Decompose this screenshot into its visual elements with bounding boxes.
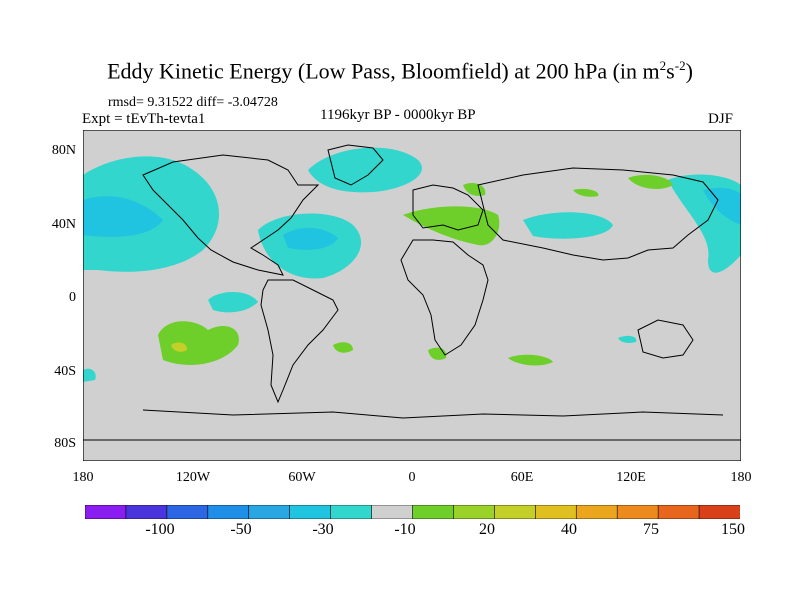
lon-label-60w: 60W bbox=[288, 470, 316, 485]
lon-label-0: 0 bbox=[408, 470, 416, 485]
colorbar-segment bbox=[698, 505, 740, 519]
colorbar-segment bbox=[616, 505, 659, 519]
stats-label: rmsd= 9.31522 diff= -3.04728 bbox=[108, 95, 278, 110]
lat-label-80s: 80S bbox=[54, 436, 76, 451]
plot-title: Eddy Kinetic Energy (Low Pass, Bloomfiel… bbox=[107, 58, 693, 84]
colorbar-segment bbox=[535, 505, 578, 519]
colorbar-segment bbox=[289, 505, 332, 519]
colorbar-segment bbox=[453, 505, 496, 519]
colorbar-segment bbox=[371, 505, 414, 519]
colorbar-label: 150 bbox=[721, 521, 745, 538]
colorbar-segment bbox=[657, 505, 700, 519]
lon-label-60e: 60E bbox=[510, 470, 534, 485]
experiment-label: Expt = tEvTh-tevta1 bbox=[82, 111, 206, 127]
colorbar-label: 75 bbox=[643, 521, 659, 538]
colorbar-segment bbox=[412, 505, 455, 519]
lat-label-40s: 40S bbox=[54, 364, 76, 379]
coastlines bbox=[83, 144, 741, 441]
season-label: DJF bbox=[708, 111, 734, 127]
lon-label-180e: 180 bbox=[730, 470, 752, 485]
colorbar-label: -30 bbox=[312, 521, 334, 538]
anomaly-field bbox=[83, 147, 741, 382]
colorbar-segment bbox=[207, 505, 250, 519]
colorbar-label: -100 bbox=[145, 521, 175, 538]
colorbar-segment bbox=[575, 505, 618, 519]
lon-label-120w: 120W bbox=[175, 470, 211, 485]
colorbar bbox=[85, 505, 740, 519]
lon-label-120e: 120E bbox=[616, 470, 646, 485]
colorbar-label: -10 bbox=[394, 521, 416, 538]
colorbar-segment bbox=[494, 505, 537, 519]
colorbar-segment bbox=[166, 505, 209, 519]
lat-label-0: 0 bbox=[69, 290, 76, 305]
map-plot bbox=[83, 130, 741, 461]
colorbar-segment bbox=[248, 505, 291, 519]
colorbar-label: 40 bbox=[561, 521, 577, 538]
colorbar-segment bbox=[330, 505, 373, 519]
colorbar-label: 20 bbox=[479, 521, 495, 538]
lat-label-40n: 40N bbox=[51, 217, 76, 232]
colorbar-segment bbox=[85, 505, 127, 519]
lon-label-180w: 180 bbox=[72, 470, 94, 485]
colorbar-segment bbox=[125, 505, 168, 519]
period-label: 1196kyr BP - 0000kyr BP bbox=[320, 107, 476, 123]
colorbar-label: -50 bbox=[230, 521, 252, 538]
lat-label-80n: 80N bbox=[51, 143, 76, 158]
